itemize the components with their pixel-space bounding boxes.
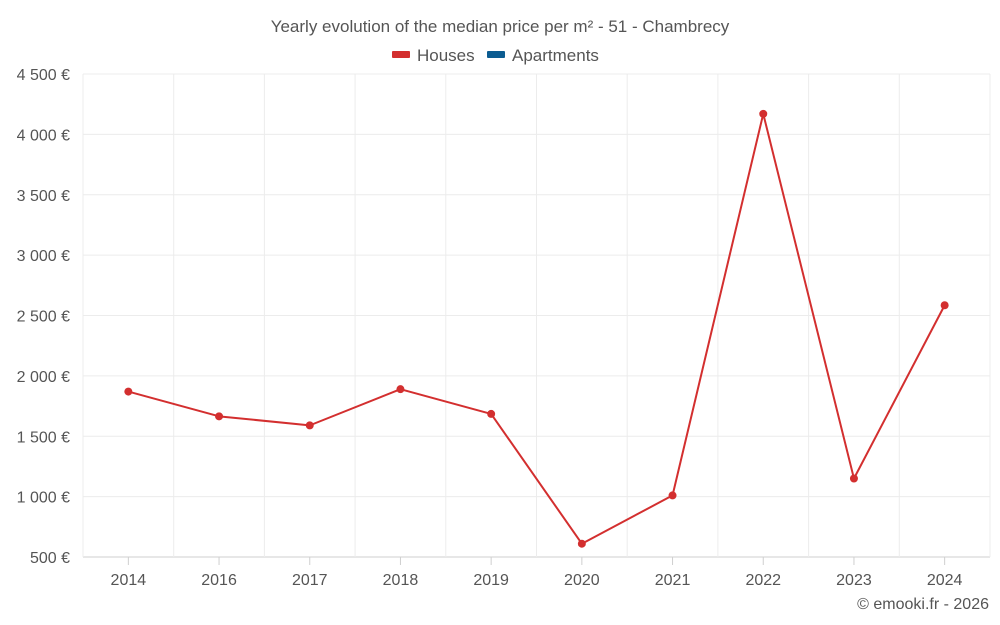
y-tick-label: 4 500 € xyxy=(17,67,70,84)
x-tick-label: 2017 xyxy=(292,572,328,589)
legend: Houses Apartments xyxy=(392,46,599,65)
y-tick-label: 2 500 € xyxy=(17,309,70,326)
data-point[interactable] xyxy=(487,409,496,418)
legend-item-houses[interactable]: Houses xyxy=(392,46,475,65)
legend-swatch-apartments xyxy=(487,51,505,58)
legend-label-apartments: Apartments xyxy=(512,46,599,65)
y-tick-label: 4 000 € xyxy=(17,127,70,144)
x-gridlines xyxy=(82,74,991,557)
data-point[interactable] xyxy=(668,491,677,500)
x-axis-ticks: 2014 2016 2017 2018 2019 2020 2021 2022 2023 2024 xyxy=(111,557,963,589)
credit-text: © emooki.fr - 2026 xyxy=(857,596,989,613)
x-tick-label: 2021 xyxy=(655,572,691,589)
x-tick-label: 2024 xyxy=(927,572,963,589)
data-point[interactable] xyxy=(305,421,314,430)
x-tick-label: 2023 xyxy=(836,572,872,589)
y-tick-label: 500 € xyxy=(30,550,70,567)
data-point[interactable] xyxy=(577,539,586,548)
y-tick-label: 1 000 € xyxy=(17,490,70,507)
y-axis-ticks: 500 € 1 000 € 1 500 € 2 000 € 2 500 € 3 000 €… xyxy=(17,67,70,567)
x-tick-label: 2014 xyxy=(111,572,147,589)
series-houses xyxy=(124,109,949,548)
legend-item-apartments[interactable]: Apartments xyxy=(487,46,599,65)
legend-swatch-houses xyxy=(392,51,410,58)
data-point[interactable] xyxy=(849,474,858,483)
y-tick-label: 2 000 € xyxy=(17,369,70,386)
data-point[interactable] xyxy=(396,385,405,394)
x-tick-label: 2019 xyxy=(473,572,509,589)
x-tick-label: 2020 xyxy=(564,572,600,589)
data-point[interactable] xyxy=(215,412,224,421)
series-line-houses xyxy=(128,112,946,545)
x-tick-label: 2018 xyxy=(383,572,419,589)
data-point[interactable] xyxy=(940,301,949,310)
y-tick-label: 3 000 € xyxy=(17,248,70,265)
legend-label-houses: Houses xyxy=(417,46,475,65)
y-tick-label: 1 500 € xyxy=(17,429,70,446)
y-tick-label: 3 500 € xyxy=(17,188,70,205)
data-point[interactable] xyxy=(124,387,133,396)
x-tick-label: 2016 xyxy=(201,572,237,589)
x-tick-label: 2022 xyxy=(745,572,781,589)
chart-title: Yearly evolution of the median price per… xyxy=(271,17,730,36)
data-point[interactable] xyxy=(759,109,768,118)
